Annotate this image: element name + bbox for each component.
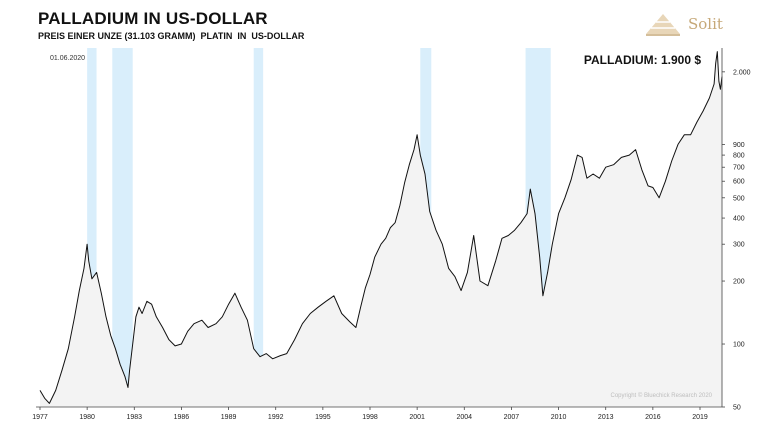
y-tick-label: 300 — [733, 242, 745, 249]
price-annotation: PALLADIUM: 1.900 $ — [584, 53, 701, 67]
recession-band-2 — [253, 48, 264, 407]
x-tick-label: 2001 — [409, 414, 425, 421]
price-line — [39, 51, 723, 404]
chart-subtitle: PREIS EINER UNZE (31.103 GRAMM) PLATIN I… — [38, 31, 305, 41]
chart-title: PALLADIUM IN US-DOLLAR — [38, 9, 268, 28]
y-tick-label: 400 — [733, 216, 745, 223]
x-tick-label: 2004 — [456, 414, 472, 421]
y-tick-label: 50 — [733, 405, 741, 412]
solit-logo: Solit — [646, 14, 736, 36]
x-tick-label: 1986 — [174, 414, 190, 421]
y-tick-label: 900 — [733, 142, 745, 149]
y-tick-label: 700 — [733, 165, 745, 172]
price-area — [40, 51, 722, 407]
recession-band-1 — [112, 48, 133, 407]
x-tick-label: 2019 — [692, 414, 708, 421]
date-label: 01.06.2020 — [50, 55, 85, 62]
x-tick-label: 2007 — [504, 414, 520, 421]
pyramid-icon — [646, 14, 680, 36]
copyright-text: Copyright © Bluechick Research 2020 — [611, 392, 713, 399]
x-axis-ticks: 1977 1980 1983 1986 1989 1992 1995 1998 2001 2004… — [32, 407, 708, 421]
y-tick-label: 600 — [733, 179, 745, 186]
x-tick-label: 2010 — [551, 414, 567, 421]
x-tick-label: 2013 — [598, 414, 614, 421]
y-tick-label: 200 — [733, 279, 745, 286]
x-tick-label: 1983 — [126, 414, 142, 421]
y-tick-label: 500 — [733, 195, 745, 202]
x-tick-label: 1995 — [315, 414, 331, 421]
x-tick-label: 1980 — [79, 414, 95, 421]
logo-text: Solit — [688, 15, 723, 33]
x-tick-label: 1989 — [221, 414, 237, 421]
y-tick-label: 100 — [733, 342, 745, 349]
x-tick-label: 2016 — [645, 414, 661, 421]
x-tick-label: 1998 — [362, 414, 378, 421]
y-axis-ticks: 50 100 200 300 400 500 600 700 800 900 2.000 — [722, 69, 751, 412]
y-tick-label: 800 — [733, 153, 745, 160]
x-tick-label: 1992 — [268, 414, 284, 421]
x-tick-label: 1977 — [32, 414, 48, 421]
recession-band-0 — [87, 48, 97, 407]
y-tick-label: 2.000 — [733, 69, 751, 76]
